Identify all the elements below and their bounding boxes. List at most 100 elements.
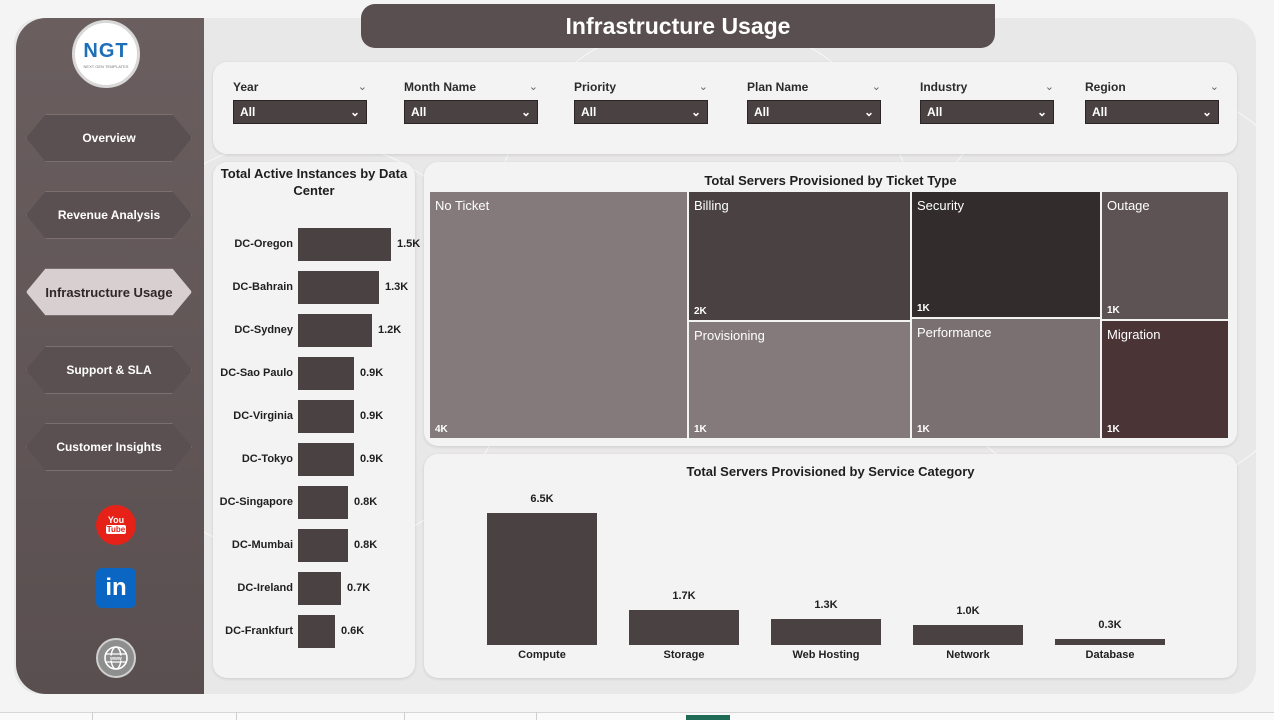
nav-support-sla-button[interactable]: Support & SLA <box>26 346 192 394</box>
nav-label: Customer Insights <box>56 440 162 454</box>
filter-panel: Year ⌄ All ⌄ Month Name ⌄ All ⌄ Priority ⌄ Al… <box>213 62 1237 154</box>
dc-bar <box>298 529 348 562</box>
service-bar <box>771 619 881 645</box>
treemap-cell-value: 1K <box>694 424 707 435</box>
nav-overview-button[interactable]: Overview <box>26 114 192 162</box>
service-value-label: 1.3K <box>814 599 838 611</box>
tab-divider <box>236 712 237 720</box>
logo-text: NGT <box>83 39 129 62</box>
dc-bar <box>298 486 348 519</box>
chevron-down-icon[interactable]: ⌄ <box>357 81 367 93</box>
chevron-down-icon: ⌄ <box>863 105 874 119</box>
service-value-label: 0.3K <box>1098 619 1122 631</box>
dc-bar <box>298 615 335 648</box>
filter-value: All <box>411 105 427 119</box>
dc-value-label: 1.2K <box>378 324 402 336</box>
treemap-cell-label: Outage <box>1107 198 1150 213</box>
filter-year: Year ⌄ All ⌄ <box>233 80 367 124</box>
dc-bar <box>298 572 341 605</box>
year-dropdown[interactable]: All ⌄ <box>233 100 367 124</box>
industry-dropdown[interactable]: All ⌄ <box>920 100 1054 124</box>
nav-label: Revenue Analysis <box>57 208 161 222</box>
treemap-cell-value: 1K <box>917 424 930 435</box>
priority-dropdown[interactable]: All ⌄ <box>574 100 708 124</box>
service-value-label: 6.5K <box>530 493 554 505</box>
dc-value-label: 0.9K <box>360 453 384 465</box>
tab-divider <box>92 712 93 720</box>
filter-label: Month Name <box>404 80 476 94</box>
dc-bar <box>298 228 391 261</box>
treemap-cell: Billing 2K <box>689 192 910 320</box>
company-logo: NGT NEXT GEN TEMPLATES <box>72 20 140 88</box>
youtube-text-top: You <box>107 515 125 525</box>
treemap-cell-value: 4K <box>435 424 448 435</box>
filter-label: Priority <box>574 80 617 94</box>
treemap-cell-value: 1K <box>917 303 930 314</box>
linkedin-icon[interactable]: in <box>96 568 136 608</box>
dc-category-label: DC-Sydney <box>234 324 293 336</box>
month-name-dropdown[interactable]: All ⌄ <box>404 100 538 124</box>
service-category-label: Network <box>946 649 990 661</box>
dc-instances-panel: Total Active Instances by Data Center DC… <box>213 162 420 678</box>
treemap-cell: No Ticket 4K <box>430 192 687 438</box>
chevron-down-icon[interactable]: ⌄ <box>698 81 708 93</box>
service-bar <box>913 625 1023 645</box>
service-bar <box>1055 639 1165 645</box>
filter-value: All <box>927 105 943 119</box>
bottom-tab-strip <box>0 712 1274 720</box>
dc-value-label: 1.5K <box>397 238 421 250</box>
region-dropdown[interactable]: All ⌄ <box>1085 100 1219 124</box>
nav-infrastructure-usage-button[interactable]: Infrastructure Usage <box>26 268 192 316</box>
service-value-label: 1.0K <box>956 605 980 617</box>
page-title: Infrastructure Usage <box>565 12 791 39</box>
filter-value: All <box>754 105 770 119</box>
chevron-down-icon[interactable]: ⌄ <box>1209 81 1219 93</box>
globe-glyph: www <box>104 646 128 670</box>
filter-label: Year <box>233 80 259 94</box>
treemap-cell-label: Performance <box>917 325 992 340</box>
service-bar <box>629 610 739 645</box>
dc-value-label: 0.8K <box>354 539 378 551</box>
chevron-down-icon: ⌄ <box>1201 105 1212 119</box>
globe-icon[interactable]: www <box>96 638 136 678</box>
chevron-down-icon[interactable]: ⌄ <box>1044 81 1054 93</box>
dc-value-label: 0.9K <box>360 367 384 379</box>
service-category-label: Storage <box>663 649 705 661</box>
dc-category-label: DC-Sao Paulo <box>220 367 293 379</box>
youtube-icon[interactable]: You Tube <box>96 505 136 545</box>
dc-category-label: DC-Tokyo <box>241 453 293 465</box>
treemap-cell: Provisioning 1K <box>689 322 910 438</box>
plan-name-dropdown[interactable]: All ⌄ <box>747 100 881 124</box>
youtube-text-bottom: Tube <box>105 525 127 534</box>
dc-bar <box>298 357 354 390</box>
treemap-cell-label: Migration <box>1107 327 1161 342</box>
filter-value: All <box>1092 105 1108 119</box>
nav-customer-insights-button[interactable]: Customer Insights <box>26 423 192 471</box>
filter-region: Region ⌄ All ⌄ <box>1085 80 1219 124</box>
filter-value: All <box>581 105 597 119</box>
tab-divider <box>536 712 537 720</box>
service-value-label: 1.7K <box>672 590 696 602</box>
dc-bar <box>298 400 354 433</box>
filter-label: Region <box>1085 80 1126 94</box>
nav-label: Infrastructure Usage <box>45 284 173 300</box>
treemap-cell-value: 1K <box>1107 305 1120 316</box>
nav-revenue-analysis-button[interactable]: Revenue Analysis <box>26 191 192 239</box>
treemap-cell-label: Security <box>917 198 964 213</box>
service-category-label: Database <box>1085 649 1135 661</box>
filter-priority: Priority ⌄ All ⌄ <box>574 80 708 124</box>
filter-industry: Industry ⌄ All ⌄ <box>920 80 1054 124</box>
chevron-down-icon[interactable]: ⌄ <box>528 81 538 93</box>
dc-category-label: DC-Mumbai <box>231 539 293 551</box>
dc-category-label: DC-Ireland <box>237 582 293 594</box>
chevron-down-icon[interactable]: ⌄ <box>871 81 881 93</box>
dc-category-label: DC-Singapore <box>219 496 293 508</box>
dc-category-label: DC-Bahrain <box>232 281 293 293</box>
ticket-type-panel: Total Servers Provisioned by Ticket Type… <box>424 162 1237 446</box>
treemap-title: Total Servers Provisioned by Ticket Type <box>704 173 957 188</box>
service-bar <box>487 513 597 645</box>
chevron-down-icon: ⌄ <box>349 105 360 119</box>
ticket-type-treemap: No Ticket 4K Billing 2K Provisioning 1K Securi… <box>430 192 1230 440</box>
active-tab-indicator[interactable] <box>686 715 730 720</box>
dc-value-label: 0.6K <box>341 625 365 637</box>
